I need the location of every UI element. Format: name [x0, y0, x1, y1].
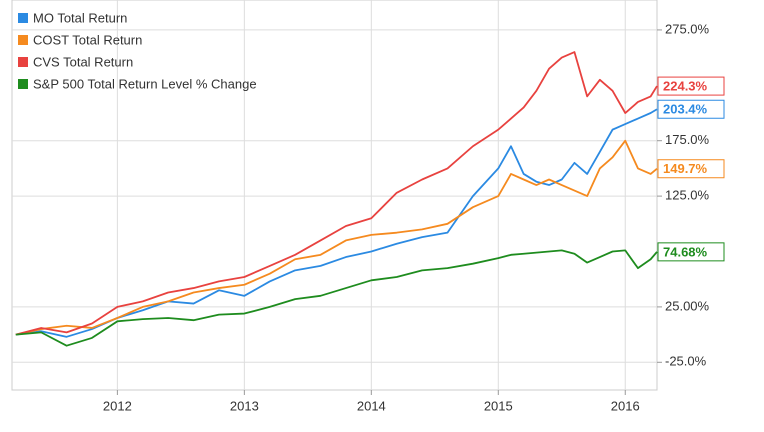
x-tick-label: 2013 [230, 398, 259, 413]
legend-label: MO Total Return [33, 10, 127, 25]
x-tick-label: 2016 [611, 398, 640, 413]
value-label-box [657, 242, 725, 262]
value-label: 149.7% [663, 161, 708, 176]
value-label: 203.4% [663, 102, 708, 117]
value-label-box [657, 76, 725, 96]
legend-swatch [18, 35, 28, 45]
series-line [15, 51, 658, 336]
y-tick-label: 175.0% [665, 132, 710, 147]
value-label: 74.68% [663, 244, 708, 259]
plot-area [11, 0, 658, 391]
series-line [15, 108, 658, 338]
series-line [15, 249, 658, 347]
value-label: 224.3% [663, 79, 708, 94]
legend-label: CVS Total Return [33, 54, 133, 69]
legend-label: COST Total Return [33, 32, 142, 47]
legend-swatch [18, 57, 28, 67]
x-tick-label: 2015 [484, 398, 513, 413]
legend-swatch [18, 79, 28, 89]
x-tick-label: 2012 [103, 398, 132, 413]
y-tick-label: 125.0% [665, 188, 710, 203]
legend-label: S&P 500 Total Return Level % Change [33, 76, 257, 91]
x-tick-label: 2014 [357, 398, 386, 413]
y-tick-label: -25.0% [665, 354, 707, 369]
value-label-box [657, 159, 725, 179]
legend-swatch [18, 13, 28, 23]
series-line [15, 139, 658, 336]
value-label-box [657, 99, 725, 119]
y-tick-label: 275.0% [665, 21, 710, 36]
y-tick-label: 25.00% [665, 298, 710, 313]
